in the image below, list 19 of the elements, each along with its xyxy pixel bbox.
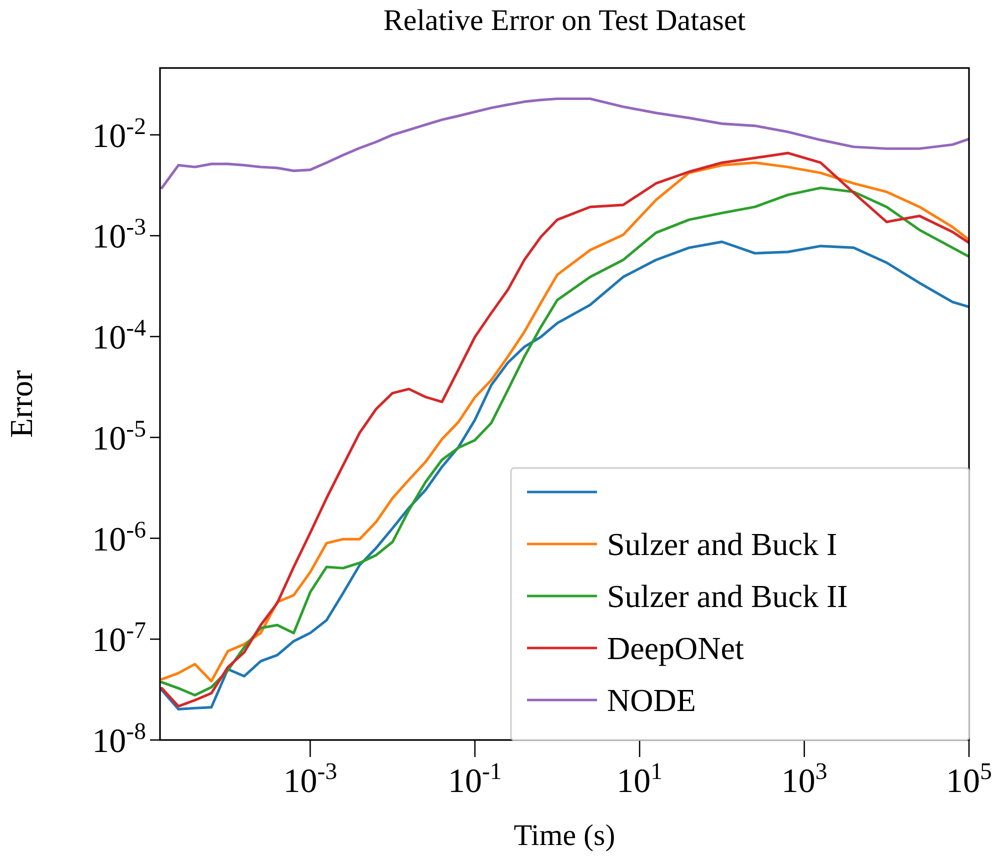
x-axis-title: Time (s) — [514, 819, 616, 852]
y-tick-label: 10$^{-7}$ — [92, 618, 146, 660]
x-tick-label: 10$^{1}$ — [616, 759, 663, 800]
x-tick-label: 10$^{3}$ — [781, 759, 828, 800]
y-axis-title: Error — [3, 370, 39, 438]
y-tick-label: 10$^{-5}$ — [92, 416, 146, 458]
y-tick-label: 10$^{-2}$ — [92, 114, 146, 155]
legend-label: DeepONet — [607, 630, 744, 666]
y-tick-label: 10$^{-3}$ — [92, 214, 146, 256]
x-tick-label: 10$^{-3}$ — [283, 759, 338, 800]
legend-label: NODE — [607, 682, 696, 718]
y-tick-label: 10$^{-4}$ — [92, 316, 146, 357]
x-tick-label: 10$^{-1}$ — [448, 759, 502, 800]
x-tick-label: 10$^{5}$ — [946, 759, 992, 800]
y-tick-label: 10$^{-6}$ — [92, 517, 146, 558]
y-tick-label: 10$^{-8}$ — [92, 719, 146, 760]
legend-label: Sulzer and Buck I — [607, 526, 838, 562]
chart-title: Relative Error on Test Dataset — [383, 4, 746, 37]
legend-label: Sulzer and Buck II — [607, 578, 848, 614]
